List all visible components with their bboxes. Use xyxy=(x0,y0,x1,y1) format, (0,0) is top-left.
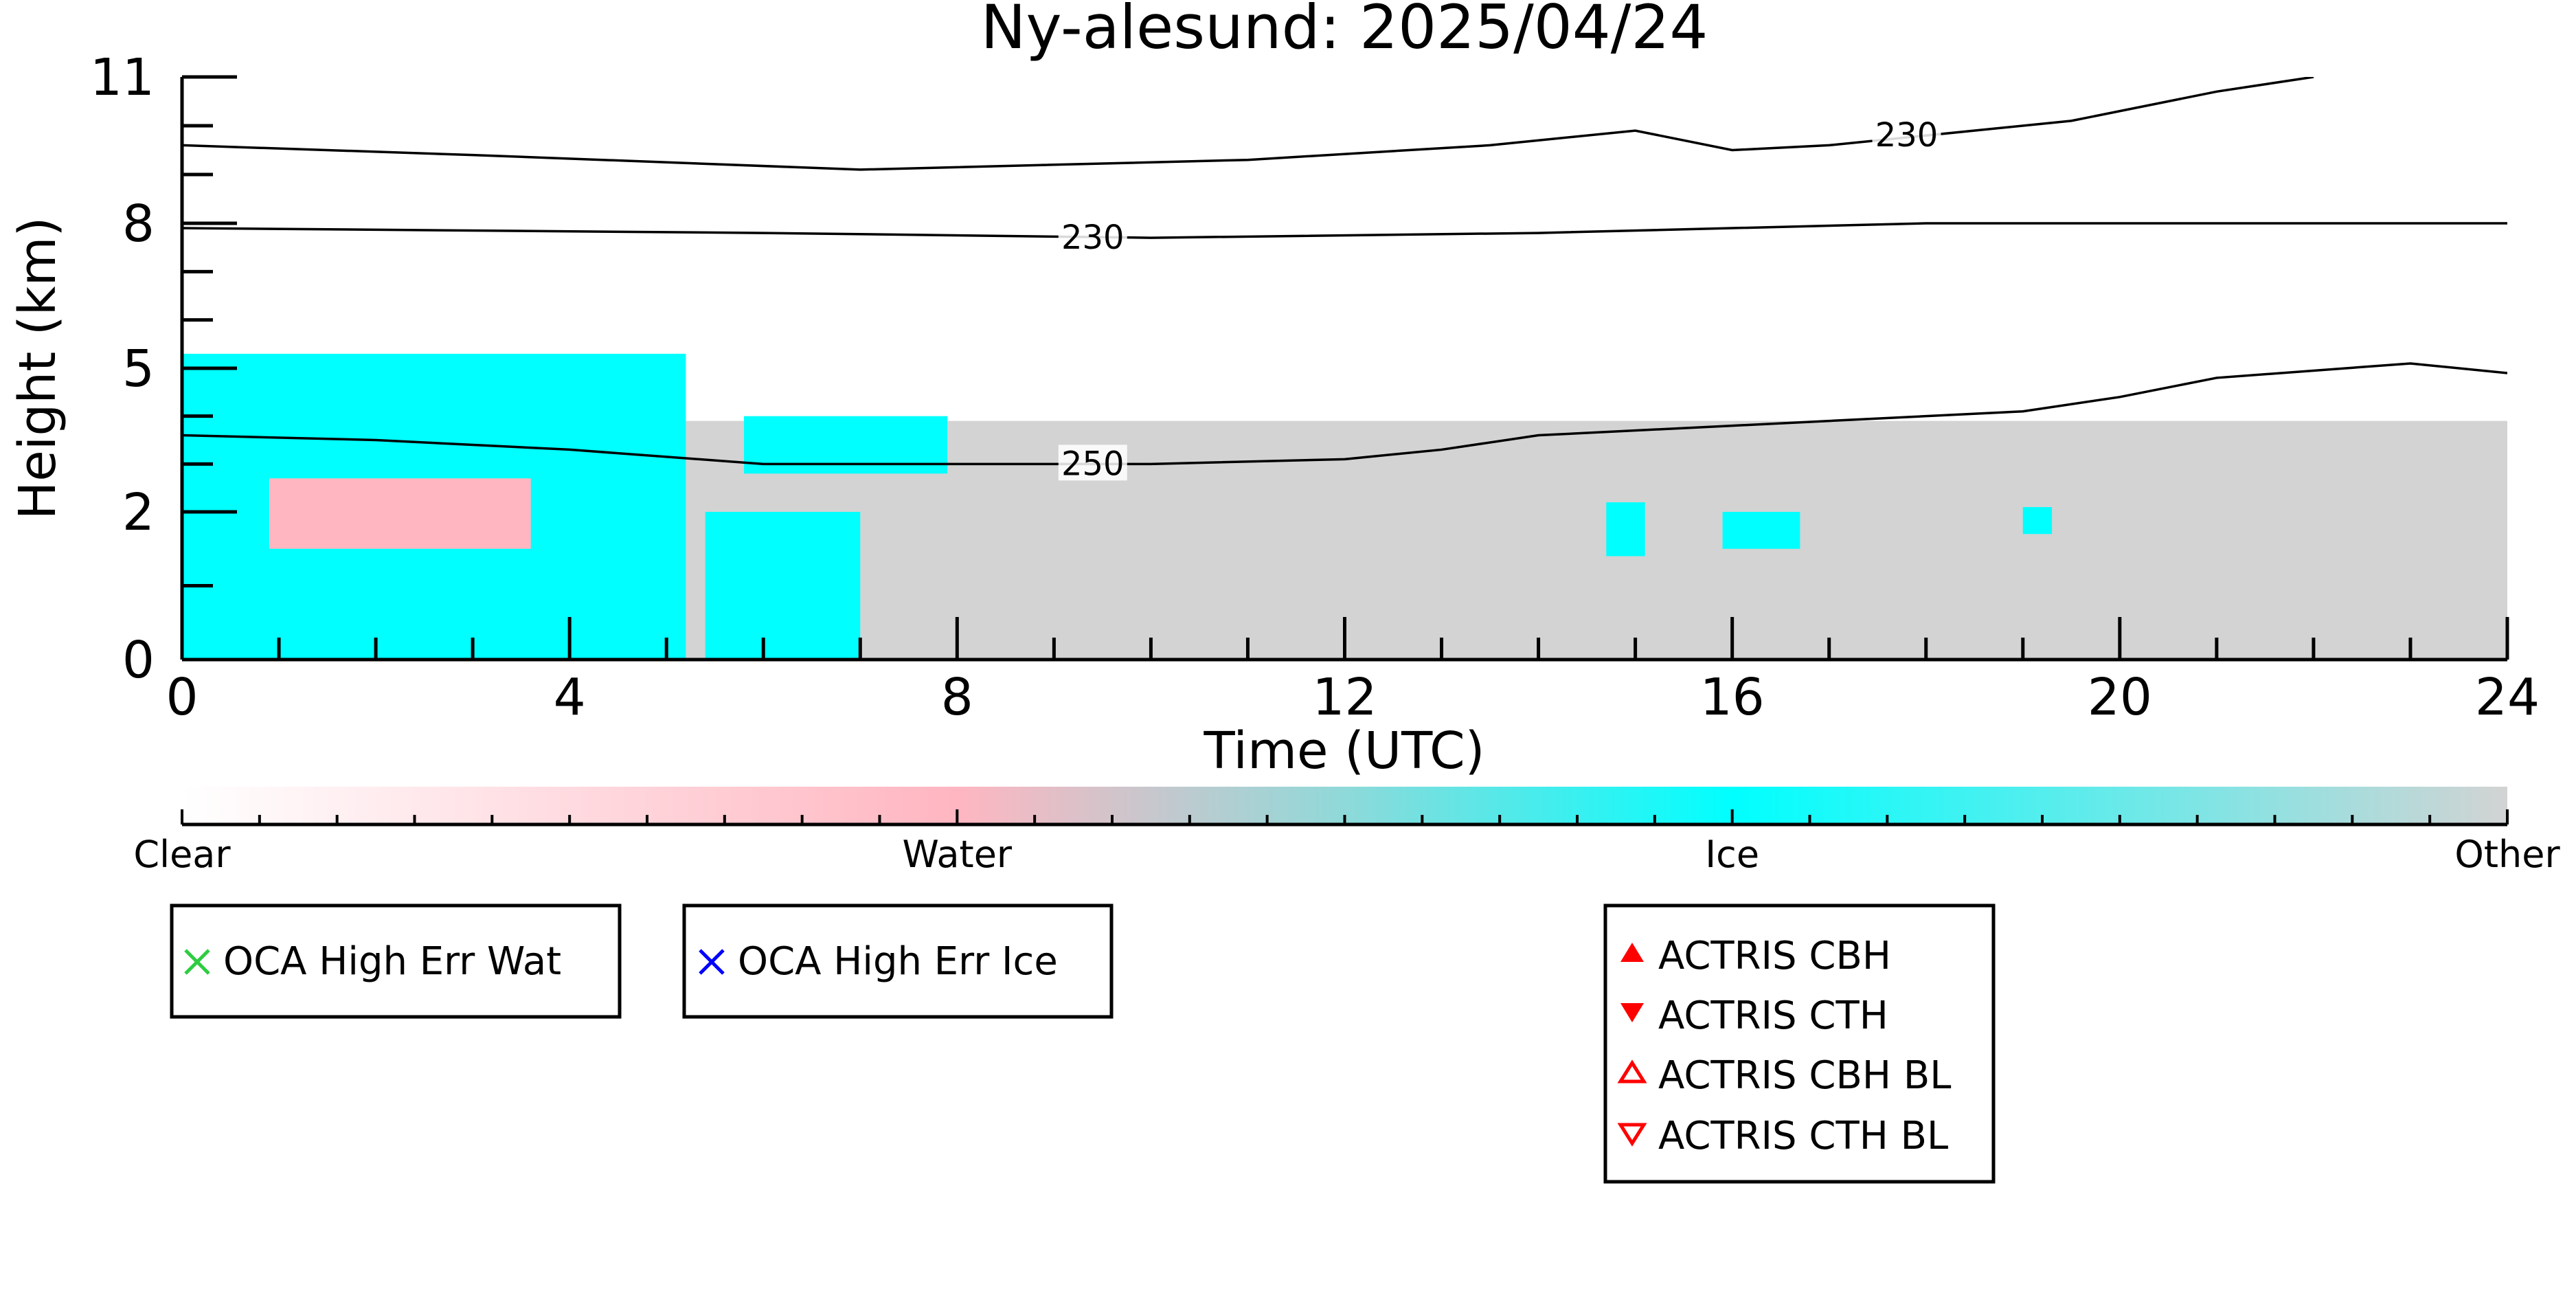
region-ice xyxy=(1722,512,1800,549)
legend-oca-ice: OCA High Err Ice xyxy=(682,903,1114,1019)
colorbar-label: Ice xyxy=(1705,833,1759,876)
x-marker-icon xyxy=(184,949,210,975)
y-tick-label: 11 xyxy=(90,48,155,107)
chart-title: Ny-alesund: 2025/04/24 xyxy=(981,0,1708,63)
x-tick-label: 24 xyxy=(2475,668,2540,727)
classification-regions xyxy=(182,353,2507,660)
contour-label: 250 xyxy=(1061,445,1125,483)
legend-label: ACTRIS CBH xyxy=(1658,934,1891,978)
triangle-down-filled-icon xyxy=(1620,1003,1644,1022)
y-tick-label: 2 xyxy=(122,483,155,542)
triangle-up-filled-icon xyxy=(1620,943,1644,962)
region-water xyxy=(269,478,531,549)
legend-label: ACTRIS CTH xyxy=(1658,993,1888,1038)
legend-actris: ACTRIS CBH ACTRIS CTH ACTRIS CBH BL ACTR… xyxy=(1603,903,1996,1184)
legends: OCA High Err Wat OCA High Err Ice ACTRIS… xyxy=(170,903,1996,1184)
contour-label: 230 xyxy=(1875,116,1939,155)
temperature-contours xyxy=(182,77,2507,466)
colorbar: Clear Water Ice Other xyxy=(133,787,2560,876)
contour-label-bg xyxy=(1058,218,1127,255)
legend-label: ACTRIS CTH BL xyxy=(1658,1114,1948,1158)
contour-label-bg xyxy=(1058,445,1127,481)
colorbar-label: Clear xyxy=(133,833,231,876)
contour-label-bg xyxy=(1872,116,1941,153)
region-ice xyxy=(705,512,861,660)
legend-oca-water: OCA High Err Wat xyxy=(170,903,622,1019)
y-tick-label: 8 xyxy=(122,194,155,254)
triangle-down-open-icon xyxy=(1617,1123,1647,1147)
contour-line-250 xyxy=(182,362,2507,466)
x-tick-label: 4 xyxy=(554,668,586,727)
colorbar-label: Other xyxy=(2454,833,2560,876)
legend-box xyxy=(1603,903,1996,1184)
x-tick-label: 8 xyxy=(941,668,973,727)
legend-box xyxy=(170,903,622,1019)
y-tick-label: 5 xyxy=(122,339,155,398)
legend-label: OCA High Err Ice xyxy=(738,939,1058,984)
y-ticks: 0 2 5 8 11 xyxy=(90,48,237,690)
region-ice xyxy=(2022,507,2053,535)
colorbar-label: Water xyxy=(903,833,1013,876)
legend-label: ACTRIS CBH BL xyxy=(1658,1053,1951,1098)
colorbar-ticks xyxy=(181,809,2509,824)
region-ice xyxy=(1606,502,1645,557)
plot-area xyxy=(182,77,2507,660)
contour-label: 230 xyxy=(1061,218,1125,257)
legend-label: OCA High Err Wat xyxy=(223,939,561,984)
triangle-up-open-icon xyxy=(1617,1059,1647,1084)
colorbar-labels: Clear Water Ice Other xyxy=(133,833,2560,876)
x-tick-label: 16 xyxy=(1700,668,1765,727)
x-marker-icon xyxy=(699,949,725,975)
contour-labels: 250 230 230 xyxy=(1058,116,1941,483)
x-axis-label: Time (UTC) xyxy=(1203,721,1484,781)
legend-box xyxy=(682,903,1114,1019)
x-tick-label: 0 xyxy=(166,668,198,727)
y-tick-label: 0 xyxy=(122,631,155,690)
contour-line-230 xyxy=(182,77,2314,171)
x-ticks: 0 4 8 12 16 20 24 xyxy=(166,617,2540,727)
x-tick-label: 20 xyxy=(2088,668,2152,727)
x-tick-label: 12 xyxy=(1312,668,1377,727)
y-axis-label: Height (km) xyxy=(8,217,67,520)
contour-line-230 xyxy=(182,222,2507,239)
